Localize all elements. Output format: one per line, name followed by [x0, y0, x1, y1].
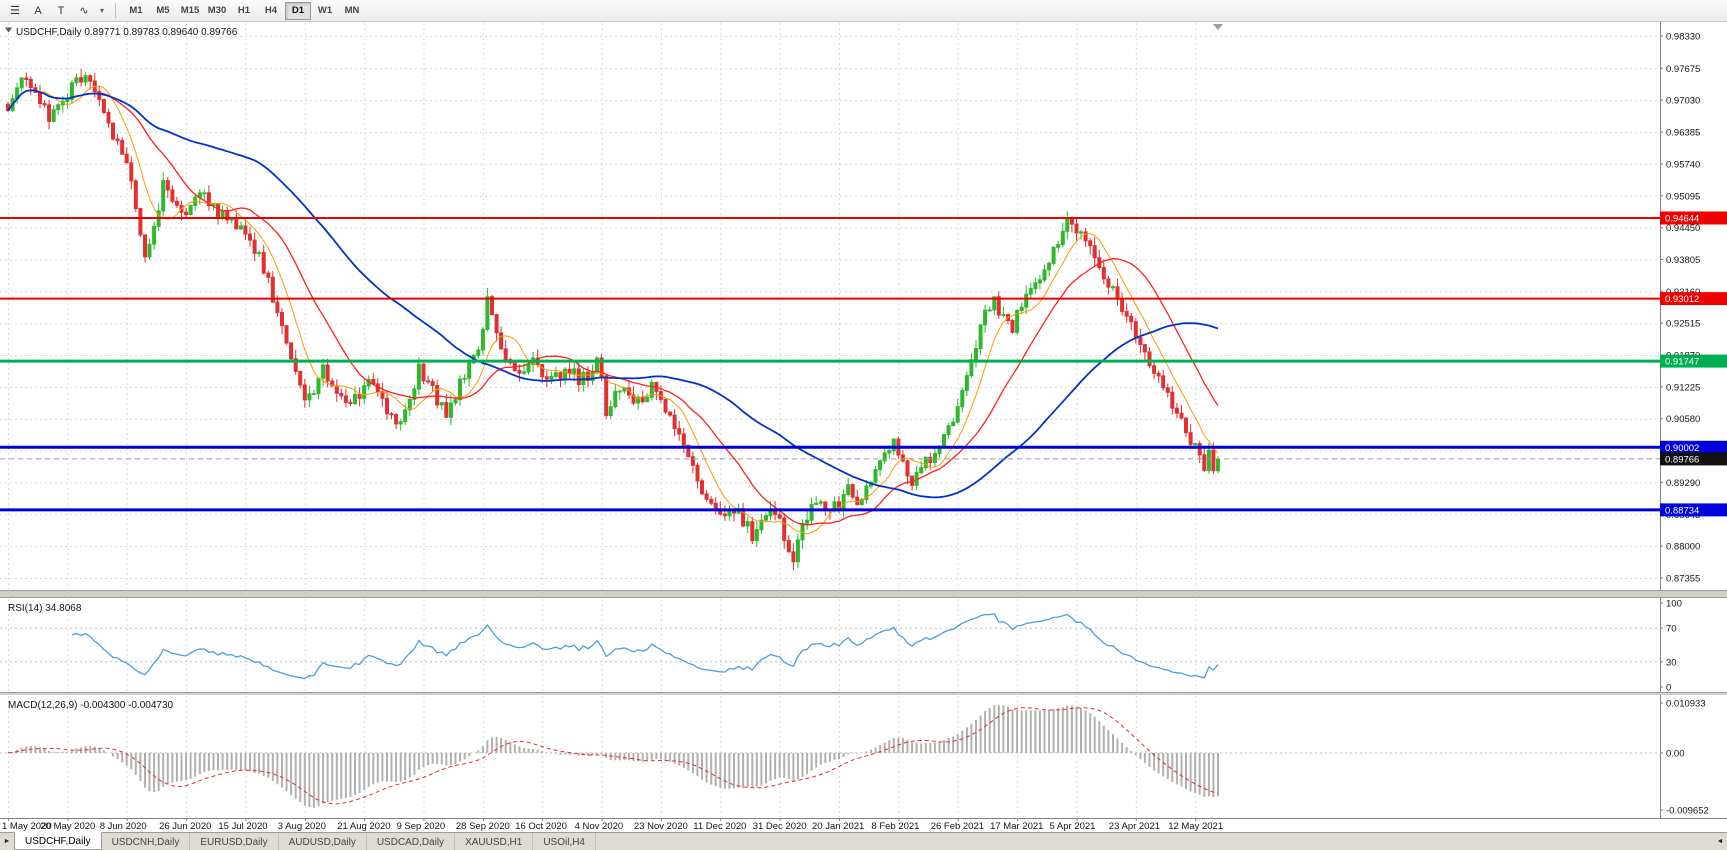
macd-histogram [11, 704, 1219, 808]
svg-text:0.91225: 0.91225 [1666, 382, 1700, 393]
price-axis-background[interactable] [1660, 22, 1727, 818]
svg-text:0.96385: 0.96385 [1666, 128, 1700, 139]
tabbar-spacer [596, 833, 1713, 850]
svg-text:26 Jun 2020: 26 Jun 2020 [159, 821, 211, 832]
svg-text:21 Aug 2020: 21 Aug 2020 [337, 821, 390, 832]
tab-audusd-daily[interactable]: AUDUSD,Daily [279, 833, 367, 850]
dropdown-caret-icon[interactable]: ▾ [96, 2, 108, 20]
timeframe-m15-button[interactable]: M15 [177, 2, 203, 20]
svg-text:4 Nov 2020: 4 Nov 2020 [575, 821, 624, 832]
svg-text:0.90580: 0.90580 [1666, 414, 1700, 425]
rsi-line [71, 612, 1219, 680]
chart-shift-marker[interactable] [1213, 24, 1223, 30]
rsi-title: RSI(14) 34.8068 [8, 603, 82, 614]
tab-usdcad-daily[interactable]: USDCAD,Daily [367, 833, 456, 850]
ma-line-20[interactable] [7, 89, 1219, 526]
svg-text:30: 30 [1666, 657, 1677, 668]
pane-splitter[interactable] [0, 590, 1727, 695]
svg-text:31 Dec 2020: 31 Dec 2020 [753, 821, 807, 832]
macd-title: MACD(12,26,9) -0.004300 -0.004730 [8, 700, 174, 711]
svg-text:0.94450: 0.94450 [1666, 223, 1700, 234]
svg-text:9 Sep 2020: 9 Sep 2020 [397, 821, 446, 832]
svg-text:23 Nov 2020: 23 Nov 2020 [634, 821, 688, 832]
svg-text:70: 70 [1666, 624, 1677, 635]
timeframe-h1-button[interactable]: H1 [231, 2, 257, 20]
svg-text:0.91747: 0.91747 [1665, 357, 1699, 368]
svg-text:0.89290: 0.89290 [1666, 478, 1700, 489]
timeframe-mn-button[interactable]: MN [339, 2, 365, 20]
svg-text:0.93805: 0.93805 [1666, 255, 1700, 266]
menu-icon[interactable]: ☰ [4, 2, 26, 20]
ma-line-55[interactable] [7, 89, 1219, 499]
svg-text:100: 100 [1666, 599, 1682, 610]
svg-text:0.93012: 0.93012 [1665, 294, 1699, 305]
toolbar-separator [115, 3, 116, 18]
svg-text:0.88000: 0.88000 [1666, 542, 1700, 553]
toolbar: ☰ A T ∿ ▾ M1 M5 M15 M30 H1 H4 D1 W1 MN [0, 0, 1727, 22]
svg-text:8 Jun 2020: 8 Jun 2020 [100, 821, 147, 832]
timeframe-h4-button[interactable]: H4 [258, 2, 284, 20]
chart-collapse-icon[interactable] [5, 27, 12, 33]
svg-text:23 Apr 2021: 23 Apr 2021 [1109, 821, 1160, 832]
svg-text:26 Feb 2021: 26 Feb 2021 [931, 821, 984, 832]
svg-text:11 Dec 2020: 11 Dec 2020 [693, 821, 746, 832]
svg-text:0.00: 0.00 [1666, 748, 1685, 759]
svg-text:16 Oct 2020: 16 Oct 2020 [515, 821, 567, 832]
svg-text:0.95740: 0.95740 [1666, 159, 1700, 170]
svg-text:0.95095: 0.95095 [1666, 191, 1700, 202]
timeframe-d1-button[interactable]: D1 [285, 1, 311, 20]
timeframe-m30-button[interactable]: M30 [204, 2, 230, 20]
text-label-icon[interactable]: A [27, 2, 49, 20]
svg-text:12 May 2021: 12 May 2021 [1168, 821, 1223, 832]
chart-tabbar: ► USDCHF,Daily USDCNH,Daily EURUSD,Daily… [0, 832, 1727, 850]
svg-text:0.010933: 0.010933 [1666, 699, 1706, 710]
svg-text:1 May 2020: 1 May 2020 [2, 821, 52, 832]
tab-xauusd-h1[interactable]: XAUUSD,H1 [455, 833, 534, 850]
tab-usoil-h4[interactable]: USOil,H4 [533, 833, 596, 850]
rsi-level-lines [0, 627, 1660, 663]
svg-text:0.92515: 0.92515 [1666, 319, 1700, 330]
timeframe-m5-button[interactable]: M5 [150, 2, 176, 20]
ma-line-8[interactable] [7, 85, 1219, 535]
horizontal-lines[interactable] [0, 217, 1660, 512]
grid [0, 23, 1660, 817]
svg-text:0.90002: 0.90002 [1665, 443, 1699, 454]
chart-area[interactable]: 0.98330 0.97675 0.97030 0.96385 0.95740 0.950… [0, 22, 1727, 832]
indicator-wave-icon[interactable]: ∿ [73, 2, 95, 20]
svg-text:0.97030: 0.97030 [1666, 96, 1700, 107]
svg-text:20 Jan 2021: 20 Jan 2021 [812, 821, 864, 832]
svg-text:3 Aug 2020: 3 Aug 2020 [278, 821, 326, 832]
svg-text:0.87355: 0.87355 [1666, 574, 1700, 585]
price-line-labels: 0.94644 0.93012 0.91747 0.90002 0.88734 0.897… [1660, 211, 1727, 517]
svg-text:5 Apr 2021: 5 Apr 2021 [1050, 821, 1096, 832]
macd-signal-line [7, 707, 1219, 805]
chart-svg[interactable]: 0.98330 0.97675 0.97030 0.96385 0.95740 0.950… [0, 22, 1727, 832]
svg-text:0.94644: 0.94644 [1665, 214, 1699, 225]
svg-text:0.97675: 0.97675 [1666, 64, 1700, 75]
svg-text:0: 0 [1666, 683, 1671, 694]
svg-text:0.89766: 0.89766 [1665, 454, 1699, 465]
bid-price-label [1660, 452, 1727, 466]
svg-text:-0.009652: -0.009652 [1666, 806, 1709, 817]
svg-text:0.88734: 0.88734 [1665, 505, 1699, 516]
timeframe-w1-button[interactable]: W1 [312, 2, 338, 20]
chart-title: USDCHF,Daily 0.89771 0.89783 0.89640 0.8… [16, 27, 238, 38]
tab-eurusd-daily[interactable]: EURUSD,Daily [190, 833, 279, 850]
svg-text:15 Jul 2020: 15 Jul 2020 [218, 821, 267, 832]
tab-usdchf-daily[interactable]: USDCHF,Daily [14, 832, 102, 850]
tab-usdcnh-daily[interactable]: USDCNH,Daily [102, 833, 191, 850]
tab-scroll-left-icon[interactable]: ► [3, 838, 11, 845]
svg-text:20 May 2020: 20 May 2020 [40, 821, 95, 832]
svg-text:8 Feb 2021: 8 Feb 2021 [871, 821, 919, 832]
svg-text:28 Sep 2020: 28 Sep 2020 [456, 821, 510, 832]
tab-scroll-right-icon[interactable]: ◄ [1716, 838, 1724, 845]
timeframe-m1-button[interactable]: M1 [123, 2, 149, 20]
text-frame-icon[interactable]: T [50, 2, 72, 20]
svg-text:0.98330: 0.98330 [1666, 32, 1700, 43]
svg-text:17 Mar 2021: 17 Mar 2021 [990, 821, 1043, 832]
